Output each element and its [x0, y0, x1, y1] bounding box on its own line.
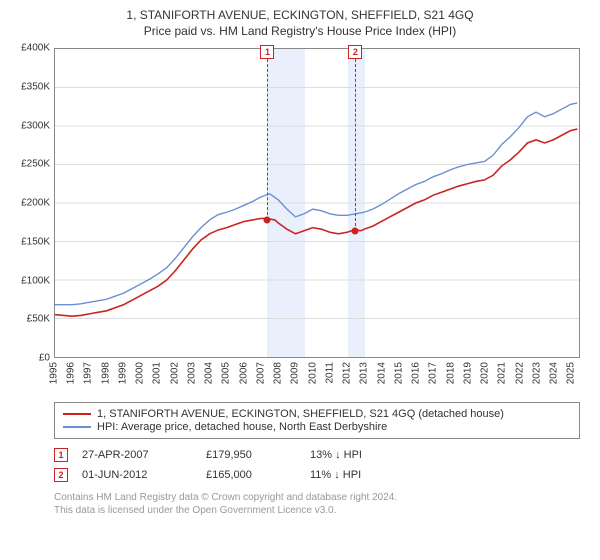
transaction-marker: 1 — [54, 448, 68, 462]
y-tick-label: £300K — [10, 120, 50, 131]
marker-line — [355, 59, 356, 231]
x-tick-label: 2017 — [428, 362, 439, 384]
x-tick-label: 2018 — [445, 362, 456, 384]
chart-container: 1, STANIFORTH AVENUE, ECKINGTON, SHEFFIE… — [0, 0, 600, 523]
transaction-price: £165,000 — [206, 469, 296, 481]
marker-dot — [352, 228, 359, 235]
x-tick-label: 1996 — [66, 362, 77, 384]
y-tick-label: £0 — [10, 353, 50, 364]
x-tick-label: 2011 — [324, 362, 335, 384]
y-tick-label: £350K — [10, 81, 50, 92]
chart-svg — [55, 49, 579, 357]
x-tick-label: 2014 — [376, 362, 387, 384]
marker-line — [267, 59, 268, 220]
x-tick-label: 2010 — [307, 362, 318, 384]
legend: 1, STANIFORTH AVENUE, ECKINGTON, SHEFFIE… — [54, 402, 580, 439]
x-tick-label: 1997 — [83, 362, 94, 384]
y-tick-label: £100K — [10, 275, 50, 286]
marker-box: 2 — [348, 45, 362, 59]
x-tick-label: 2006 — [238, 362, 249, 384]
legend-row: 1, STANIFORTH AVENUE, ECKINGTON, SHEFFIE… — [63, 408, 571, 420]
chart-subtitle: Price paid vs. HM Land Registry's House … — [12, 24, 588, 38]
x-tick-label: 2005 — [221, 362, 232, 384]
x-tick-label: 2009 — [290, 362, 301, 384]
x-tick-label: 2000 — [135, 362, 146, 384]
legend-label: HPI: Average price, detached house, Nort… — [97, 421, 387, 433]
x-tick-label: 1999 — [117, 362, 128, 384]
marker-dot — [264, 216, 271, 223]
x-tick-label: 2021 — [497, 362, 508, 384]
x-tick-label: 2001 — [152, 362, 163, 384]
x-tick-label: 2002 — [169, 362, 180, 384]
x-tick-label: 2015 — [393, 362, 404, 384]
transaction-date: 27-APR-2007 — [82, 449, 192, 461]
legend-swatch — [63, 426, 91, 428]
x-tick-label: 2025 — [566, 362, 577, 384]
x-tick-label: 2019 — [462, 362, 473, 384]
transactions-table: 1 27-APR-2007 £179,950 13% ↓ HPI 2 01-JUN-201… — [54, 445, 580, 485]
x-tick-label: 1998 — [100, 362, 111, 384]
transaction-row: 2 01-JUN-2012 £165,000 11% ↓ HPI — [54, 465, 580, 485]
y-tick-label: £200K — [10, 198, 50, 209]
legend-row: HPI: Average price, detached house, Nort… — [63, 421, 571, 433]
x-tick-label: 2003 — [186, 362, 197, 384]
chart-title: 1, STANIFORTH AVENUE, ECKINGTON, SHEFFIE… — [12, 8, 588, 22]
y-tick-label: £400K — [10, 43, 50, 54]
chart-area: 12 £0£50K£100K£150K£200K£250K£300K£350K£… — [12, 44, 588, 394]
x-tick-label: 2007 — [255, 362, 266, 384]
x-tick-label: 2022 — [514, 362, 525, 384]
x-tick-label: 2016 — [411, 362, 422, 384]
y-tick-label: £50K — [10, 314, 50, 325]
x-tick-label: 1995 — [49, 362, 60, 384]
attribution-line: Contains HM Land Registry data © Crown c… — [54, 491, 580, 504]
x-tick-label: 2023 — [531, 362, 542, 384]
attribution-line: This data is licensed under the Open Gov… — [54, 504, 580, 517]
x-tick-label: 2012 — [342, 362, 353, 384]
x-tick-label: 2020 — [480, 362, 491, 384]
transaction-date: 01-JUN-2012 — [82, 469, 192, 481]
transaction-row: 1 27-APR-2007 £179,950 13% ↓ HPI — [54, 445, 580, 465]
x-tick-label: 2008 — [273, 362, 284, 384]
plot-area: 12 — [54, 48, 580, 358]
x-tick-label: 2004 — [204, 362, 215, 384]
transaction-pct: 11% ↓ HPI — [310, 469, 410, 481]
series-line-hpi — [55, 103, 577, 305]
transaction-pct: 13% ↓ HPI — [310, 449, 410, 461]
y-tick-label: £250K — [10, 159, 50, 170]
attribution-text: Contains HM Land Registry data © Crown c… — [54, 491, 580, 517]
x-tick-label: 2013 — [359, 362, 370, 384]
legend-label: 1, STANIFORTH AVENUE, ECKINGTON, SHEFFIE… — [97, 408, 504, 420]
marker-box: 1 — [260, 45, 274, 59]
transaction-price: £179,950 — [206, 449, 296, 461]
transaction-marker: 2 — [54, 468, 68, 482]
x-tick-label: 2024 — [549, 362, 560, 384]
y-tick-label: £150K — [10, 236, 50, 247]
legend-swatch — [63, 413, 91, 415]
